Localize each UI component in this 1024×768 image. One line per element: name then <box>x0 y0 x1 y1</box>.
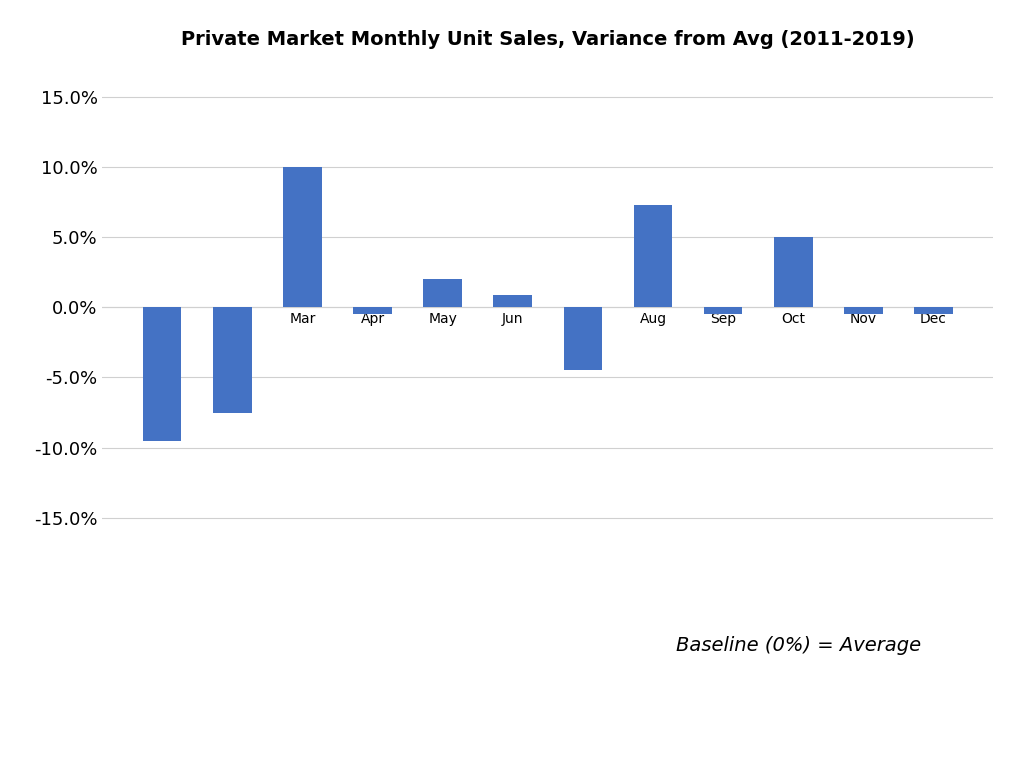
Bar <box>423 279 462 307</box>
Bar <box>703 307 742 314</box>
Bar <box>494 295 532 307</box>
Bar <box>143 307 181 441</box>
Bar <box>213 307 252 412</box>
Text: Baseline (0%) = Average: Baseline (0%) = Average <box>676 636 922 654</box>
Title: Private Market Monthly Unit Sales, Variance from Avg (2011-2019): Private Market Monthly Unit Sales, Varia… <box>181 30 914 49</box>
Bar <box>353 307 392 314</box>
Bar <box>844 307 883 314</box>
Bar <box>283 167 322 307</box>
Bar <box>634 205 673 307</box>
Bar <box>914 307 952 314</box>
Bar <box>563 307 602 370</box>
Bar <box>774 237 813 307</box>
